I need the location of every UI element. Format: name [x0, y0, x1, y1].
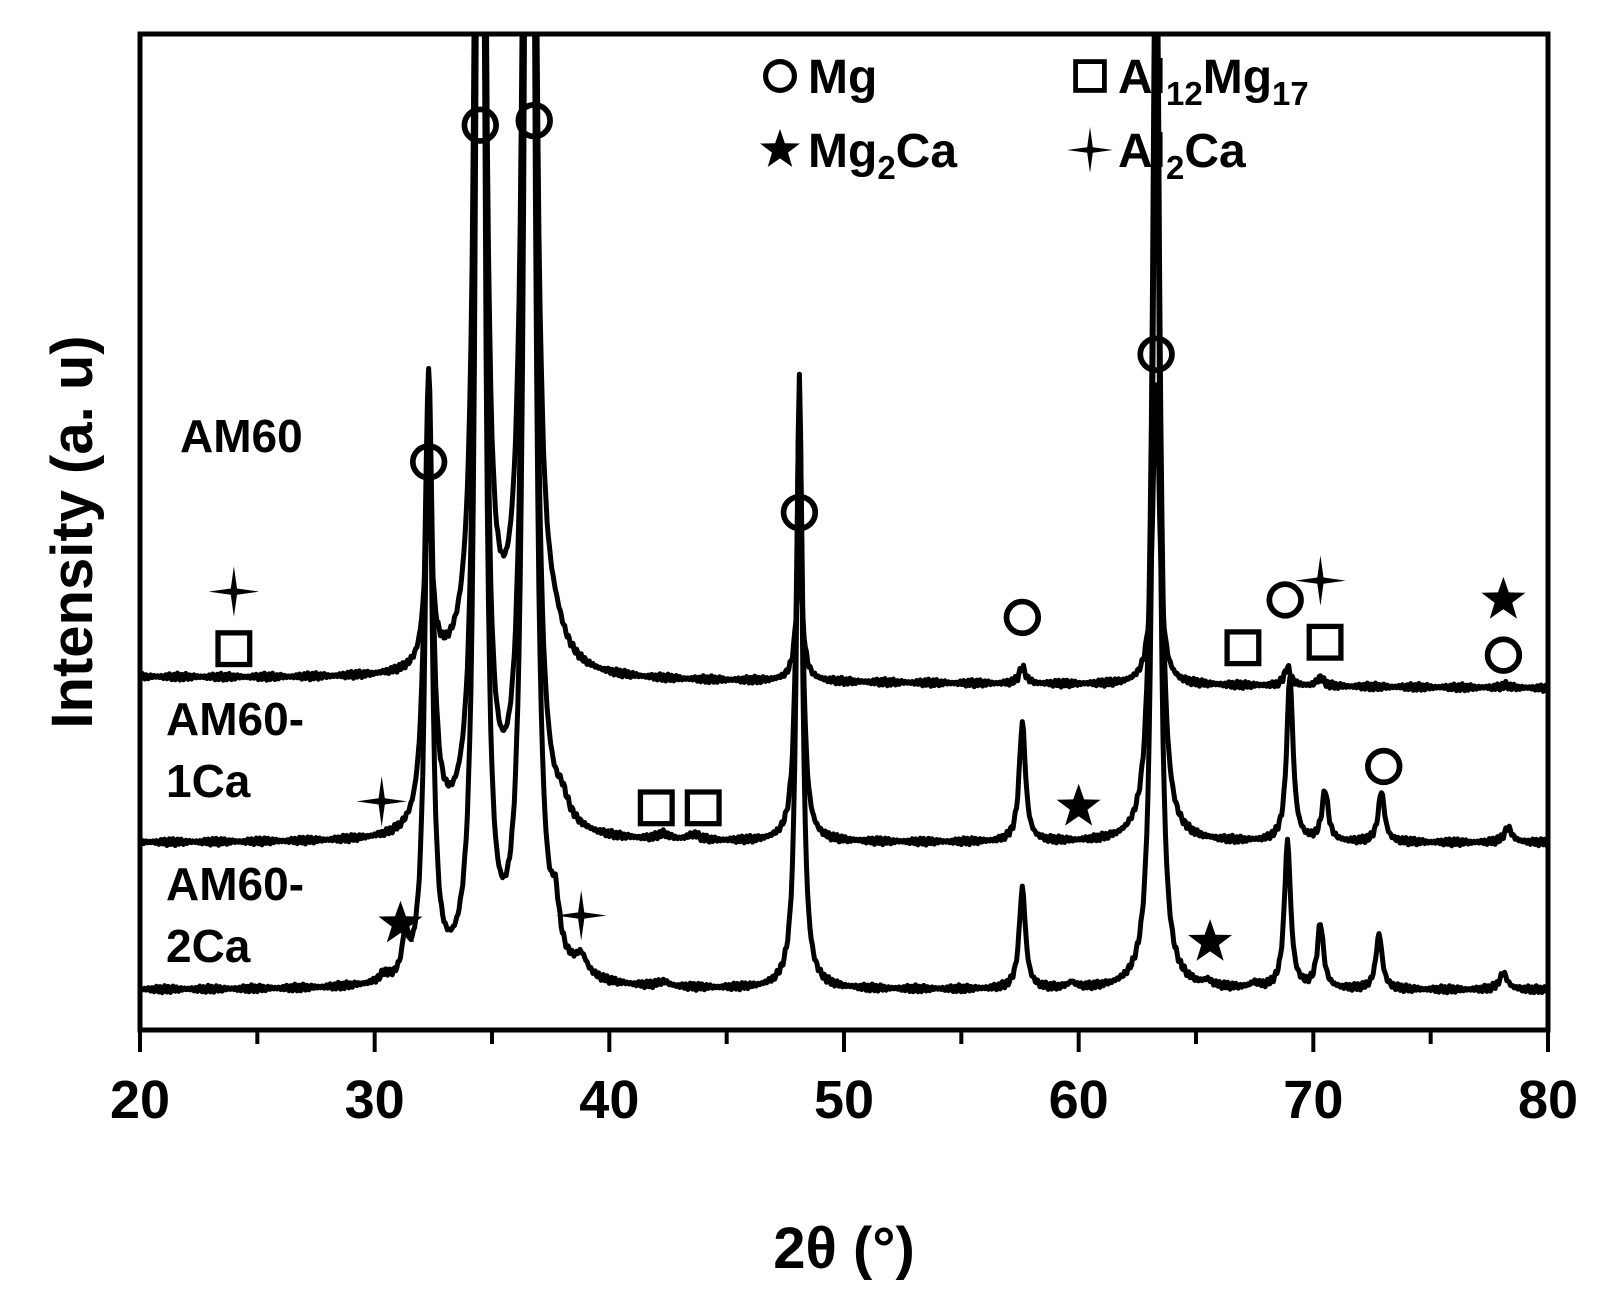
peak-marker-al12mg17-series-1 [215, 630, 253, 668]
legend-symbol-al2ca [1067, 127, 1113, 173]
x-tick-label-30: 30 [345, 1070, 405, 1130]
peak-marker-al12mg17-series-1 [1224, 629, 1262, 667]
series-line-2 [140, 34, 1548, 849]
x-tick-label-60: 60 [1049, 1070, 1109, 1130]
series-label-2: AM60- 1Ca [166, 693, 304, 807]
series-label-line: AM60- [166, 858, 304, 910]
x-tick-label-50: 50 [814, 1070, 874, 1130]
peak-marker-al2ca-series-2 [356, 776, 407, 827]
series-layer [140, 34, 1548, 996]
series-label-1: AM60 [180, 410, 303, 462]
peak-marker-al2ca-series-1 [1295, 555, 1346, 606]
legend-label-mg: Mg [808, 51, 877, 104]
peak-marker-mg-series-2 [1365, 747, 1403, 786]
peak-marker-mg2ca-series-2 [1056, 783, 1101, 826]
peak-marker-mg-series-1 [409, 443, 448, 481]
x-tick-label-20: 20 [110, 1070, 170, 1130]
series-label-3: AM60- 2Ca [166, 858, 304, 972]
legend-item-mg2ca: Mg2Ca [760, 125, 957, 186]
x-tick-label-40: 40 [579, 1070, 639, 1130]
legend-symbol-mg [762, 58, 797, 93]
x-axis: 20 30 40 50 60 70 80 [110, 1030, 1578, 1130]
x-tick-label-70: 70 [1283, 1070, 1343, 1130]
y-axis-title: Intensity (a. u) [40, 335, 105, 728]
peak-marker-mg-series-1 [1137, 335, 1175, 373]
series-line-3 [140, 34, 1548, 996]
legend-label-al12mg17: Al12Mg17 [1118, 51, 1309, 112]
peak-marker-mg-series-1 [780, 493, 819, 532]
series-label-line: AM60- [166, 693, 304, 745]
series-label-line: 1Ca [166, 755, 251, 807]
legend-item-al2ca: Al2Ca [1067, 125, 1246, 186]
peak-marker-mg-series-1 [515, 101, 553, 140]
x-tick-label-80: 80 [1518, 1070, 1578, 1130]
peak-marker-mg-series-1 [1266, 581, 1304, 619]
peak-marker-mg2ca-series-3 [1188, 919, 1232, 961]
legend: Mg Al12Mg17 Mg2Ca Al2Ca [760, 51, 1309, 186]
legend-item-al12mg17: Al12Mg17 [1073, 51, 1309, 112]
x-axis-title: 2θ (°) [773, 1216, 915, 1281]
series-labels: AM60 AM60- 1Ca AM60- 2Ca [166, 410, 304, 972]
peak-marker-al12mg17-series-2 [637, 789, 675, 827]
peak-marker-al12mg17-series-2 [684, 789, 722, 827]
legend-symbol-al12mg17 [1073, 59, 1107, 93]
legend-label-mg2ca: Mg2Ca [808, 125, 957, 186]
legend-item-mg: Mg [762, 51, 877, 104]
peak-marker-mg-series-1 [1003, 598, 1042, 637]
peak-marker-layer [208, 101, 1526, 961]
series-line-1 [140, 34, 1548, 694]
legend-symbol-mg2ca [760, 129, 800, 167]
plot-frame [137, 31, 1551, 1033]
series-label-line: 2Ca [166, 920, 251, 972]
peak-marker-mg2ca-series-3 [378, 900, 423, 943]
peak-marker-mg-series-1 [461, 106, 499, 144]
legend-label-al2ca: Al2Ca [1118, 125, 1246, 186]
peak-marker-al2ca-series-1 [208, 566, 260, 617]
series-label-line: AM60 [180, 410, 303, 462]
peak-marker-mg-series-1 [1484, 636, 1523, 674]
peak-marker-al12mg17-series-1 [1306, 623, 1344, 661]
peak-marker-mg2ca-series-1 [1481, 576, 1526, 619]
peak-marker-al2ca-series-3 [555, 890, 607, 941]
